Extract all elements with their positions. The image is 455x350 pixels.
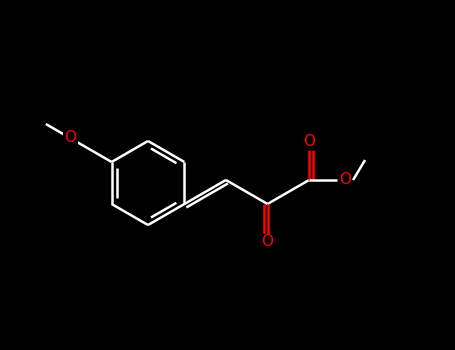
Text: O: O (262, 234, 273, 250)
Text: O: O (303, 134, 315, 149)
Text: O: O (339, 173, 351, 188)
Text: O: O (64, 131, 76, 146)
